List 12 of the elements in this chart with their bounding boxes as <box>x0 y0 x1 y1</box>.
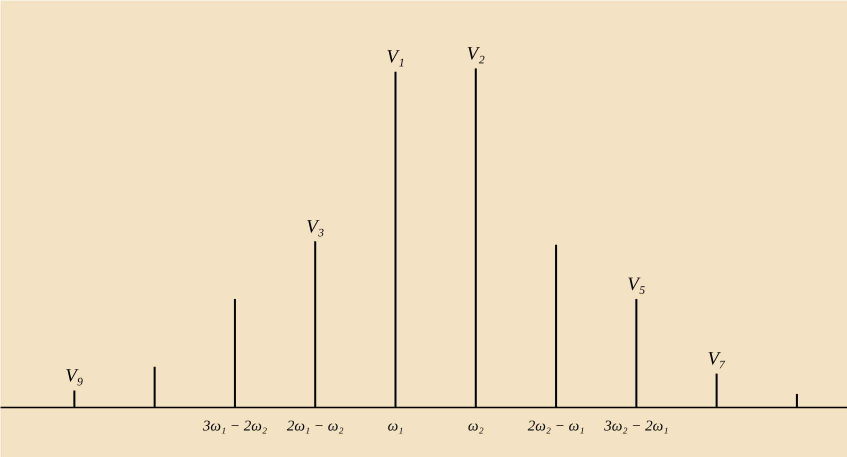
annotation: V₂ <box>466 43 486 64</box>
annotation: V₉ <box>65 366 84 387</box>
x-tick-label: 2ω₁ − ω₂ <box>286 418 344 434</box>
x-tick-label: ω₂ <box>468 418 484 434</box>
annotation: V₁ <box>386 46 405 68</box>
x-tick-label: 3ω₁ − 2ω₂ <box>202 418 268 434</box>
x-tick-label: ω₁ <box>388 418 404 434</box>
x-tick-label: 2ω₂ − ω₁ <box>528 418 584 434</box>
annotation: V₃ <box>306 216 324 238</box>
x-tick-label: 3ω₂ − 2ω₁ <box>603 418 668 434</box>
annotation: V₇ <box>708 348 726 370</box>
annotation: V₅ <box>627 274 646 295</box>
